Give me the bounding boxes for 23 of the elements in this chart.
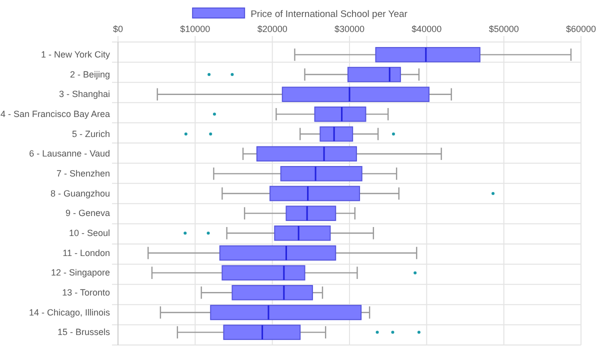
x-tick-label: $20000 (257, 24, 288, 34)
y-tick-label: 6 - Lausanne - Vaud (29, 148, 110, 159)
x-tick-label: $40000 (412, 24, 442, 34)
x-tick-label: $50000 (488, 24, 519, 34)
text: Price of International School per Year (250, 9, 408, 20)
y-tick-label: 4 - San Francisco Bay Area (0, 109, 110, 120)
y-tick-label: 13 - Toronto (62, 288, 110, 298)
y-tick-label: 10 - Seoul (68, 228, 110, 238)
y-tick-label: 15 - Brussels (57, 327, 110, 338)
y-tick-label: 8 - Guangzhou (50, 188, 110, 198)
y-tick-label: 2 - Beijing (70, 69, 110, 80)
y-tick-label: 14 - Chicago, Illinois (28, 307, 110, 318)
y-tick-label: 5 - Zurich (72, 128, 110, 139)
y-tick-label: 7 - Shenzhen (56, 168, 110, 179)
y-tick-label: 12 - Singapore (50, 268, 110, 278)
x-tick-label: $0 (112, 24, 124, 34)
y-tick-label: 9 - Geneva (65, 208, 110, 218)
x-tick-label: $60000 (566, 24, 596, 34)
x-tick-label: $10000 (180, 24, 210, 34)
y-tick-label: 1 - New York City (40, 50, 110, 60)
x-tick-label: $30000 (334, 24, 365, 34)
y-tick-label: 11 - London (62, 248, 110, 258)
y-tick-label: 3 - Shanghai (58, 89, 110, 100)
